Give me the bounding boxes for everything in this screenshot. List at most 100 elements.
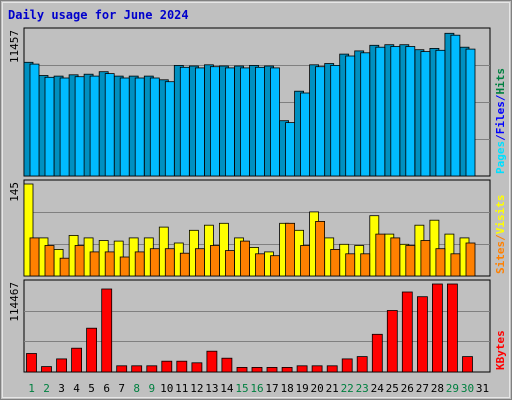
bar-kbytes-day-13 — [206, 350, 218, 373]
legend-entry: Sites — [494, 241, 507, 274]
visits-panel-legend: Sites/Visits — [494, 195, 507, 275]
legend-entry: Visits — [494, 195, 507, 235]
x-tick-label: 14 — [220, 382, 234, 395]
x-tick-label: 27 — [416, 382, 429, 395]
x-tick-label: 15 — [235, 382, 248, 395]
bar-sites-day-26 — [405, 245, 416, 277]
bar-kbytes-day-25 — [386, 310, 398, 373]
chart-panels: 11457 Pages/Files/Hits 145 Sites/Visits 1144… — [8, 27, 507, 373]
kbytes-panel-max-label: 114467 — [8, 282, 21, 322]
x-tick-label: 21 — [326, 382, 339, 395]
x-tick-label: 4 — [73, 382, 80, 395]
bar-kbytes-day-27 — [416, 296, 428, 373]
bar-sites-day-12 — [194, 248, 205, 277]
bar-kbytes-day-9 — [146, 365, 158, 373]
bar-files-day-14 — [224, 67, 235, 177]
bar-files-day-4 — [74, 76, 85, 177]
bar-files-day-15 — [240, 67, 250, 177]
bar-kbytes-day-8 — [131, 365, 143, 373]
x-tick-label: 13 — [205, 382, 218, 395]
bar-sites-day-24 — [375, 233, 386, 277]
bar-files-day-30 — [465, 48, 476, 177]
bar-sites-day-17 — [270, 255, 280, 277]
bar-sites-day-22 — [345, 253, 356, 277]
bar-files-day-5 — [89, 75, 100, 177]
bar-visits-day-1 — [23, 183, 34, 277]
bar-sites-day-7 — [119, 256, 130, 277]
bar-files-day-29 — [450, 34, 461, 177]
x-tick-label: 26 — [401, 382, 414, 395]
legend-entry: / — [494, 234, 507, 241]
bar-kbytes-day-6 — [101, 288, 113, 373]
bar-sites-day-5 — [89, 251, 100, 277]
bar-files-day-27 — [420, 51, 431, 177]
bar-files-day-6 — [104, 73, 115, 177]
x-tick-label: 22 — [341, 382, 354, 395]
bar-sites-day-1 — [29, 237, 40, 277]
bar-sites-day-8 — [134, 251, 145, 277]
bar-kbytes-day-3 — [56, 358, 67, 373]
bar-kbytes-day-18 — [281, 366, 293, 373]
bar-kbytes-day-29 — [446, 283, 458, 373]
x-tick-label: 7 — [118, 382, 125, 395]
bar-kbytes-day-23 — [356, 356, 368, 373]
bar-sites-day-28 — [435, 248, 446, 277]
x-tick-label: 5 — [88, 382, 95, 395]
bar-files-day-10 — [164, 81, 175, 177]
x-tick-label: 20 — [310, 382, 323, 395]
bar-sites-day-23 — [360, 253, 371, 277]
bar-files-day-17 — [270, 67, 280, 177]
bar-kbytes-day-4 — [71, 347, 82, 373]
bar-sites-day-13 — [209, 245, 220, 277]
bar-kbytes-day-1 — [26, 353, 37, 373]
bar-kbytes-day-20 — [311, 365, 323, 373]
chart-title: Daily usage for June 2024 — [8, 8, 189, 22]
bar-kbytes-day-28 — [431, 283, 443, 373]
x-tick-label: 6 — [103, 382, 110, 395]
bar-kbytes-day-30 — [462, 356, 473, 373]
bar-files-day-21 — [330, 65, 341, 177]
bar-sites-day-29 — [450, 253, 461, 277]
bar-files-day-13 — [209, 66, 220, 177]
bar-sites-day-16 — [255, 253, 265, 277]
x-tick-label: 8 — [133, 382, 140, 395]
bar-sites-day-10 — [164, 248, 175, 277]
x-tick-label: 11 — [175, 382, 188, 395]
x-tick-label: 3 — [58, 382, 65, 395]
bar-sites-day-27 — [420, 240, 431, 277]
x-tick-label: 19 — [295, 382, 308, 395]
bar-files-day-24 — [375, 46, 386, 177]
legend-entry: KBytes — [494, 330, 507, 370]
bar-kbytes-day-5 — [86, 327, 97, 373]
bar-kbytes-day-21 — [326, 365, 338, 373]
x-tick-label: 24 — [371, 382, 385, 395]
bar-sites-day-21 — [330, 248, 341, 277]
hits-panel-max-label: 11457 — [8, 30, 21, 63]
bar-files-day-28 — [435, 49, 446, 177]
bar-sites-day-2 — [44, 245, 55, 277]
bar-kbytes-day-16 — [251, 366, 263, 373]
bar-kbytes-day-12 — [191, 362, 203, 373]
bar-kbytes-day-19 — [296, 365, 308, 373]
bar-sites-day-11 — [179, 252, 190, 277]
x-tick-label: 9 — [148, 382, 155, 395]
bar-files-day-12 — [194, 67, 205, 177]
bar-sites-day-6 — [104, 251, 115, 277]
x-tick-label: 28 — [431, 382, 444, 395]
bar-kbytes-day-2 — [41, 366, 52, 373]
visits-panel: 145 Sites/Visits — [8, 179, 507, 277]
bar-files-day-11 — [179, 66, 190, 177]
bar-files-day-9 — [149, 77, 160, 177]
bar-sites-day-3 — [59, 257, 70, 277]
bar-files-day-16 — [255, 66, 265, 177]
bar-files-day-8 — [134, 77, 145, 177]
bar-sites-day-25 — [390, 237, 401, 277]
bar-files-day-25 — [390, 46, 401, 177]
bar-kbytes-day-10 — [161, 360, 173, 373]
hits-panel-legend: Pages/Files/Hits — [494, 68, 507, 174]
x-tick-label: 10 — [160, 382, 173, 395]
visits-panel-max-label: 145 — [8, 182, 21, 202]
legend-entry: Pages — [494, 141, 507, 174]
x-tick-label: 16 — [250, 382, 263, 395]
